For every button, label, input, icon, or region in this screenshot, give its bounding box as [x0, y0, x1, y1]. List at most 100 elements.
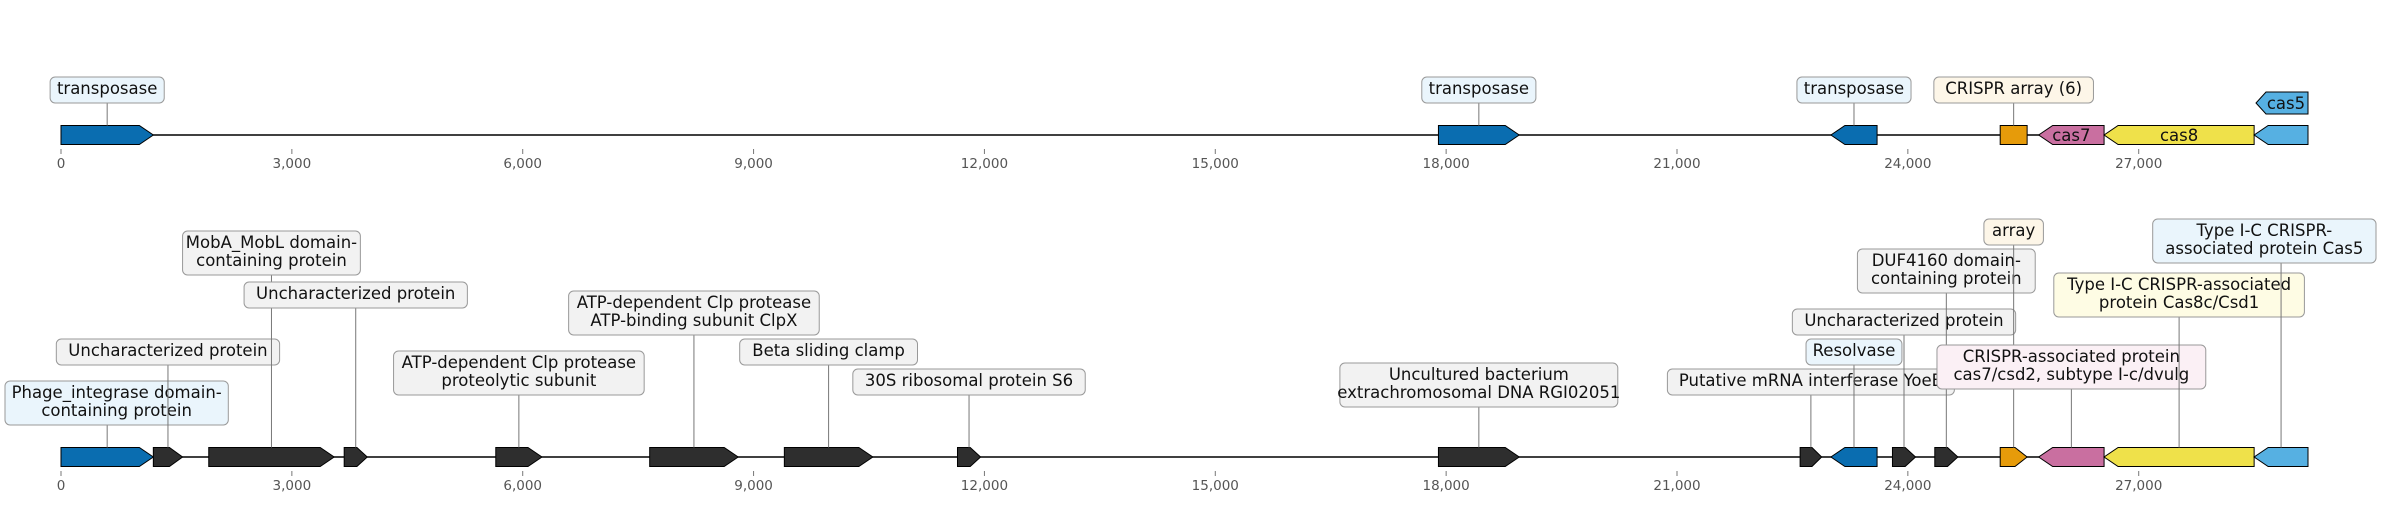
gene-feature[interactable]: [956, 447, 982, 467]
axis-tick-label: 9,000: [734, 156, 773, 172]
gene-feature[interactable]: [1830, 125, 1878, 145]
gene-label-text: containing protein: [196, 251, 347, 270]
axis-tick-label: 18,000: [1423, 156, 1470, 172]
gene-label-box: [1933, 76, 2094, 104]
gene-label-text: 30S ribosomal protein S6: [865, 371, 1073, 390]
gene-feature[interactable]: [152, 447, 184, 467]
gene-inline-label: cas7: [2052, 126, 2090, 145]
gene-label-box: [1339, 362, 1619, 408]
gene-label-box: [568, 290, 820, 336]
gene-label-box: [243, 281, 468, 309]
gene-label-text: Type I-C CRISPR-: [2195, 221, 2332, 240]
axis-tick-label: 12,000: [961, 156, 1008, 172]
gene-feature[interactable]: [2037, 447, 2105, 467]
gene-label-text: Phage_integrase domain-: [12, 383, 222, 403]
gene-label-box: [1856, 248, 2036, 294]
axis-tick-label: 27,000: [2115, 478, 2162, 494]
gene-label-text: Putative mRNA interferase YoeB: [1679, 371, 1943, 390]
gene-feature-flag: [2255, 91, 2309, 115]
gene-label-box: [49, 76, 165, 104]
axis-tick-label: 0: [57, 478, 66, 494]
gene-feature[interactable]: [60, 125, 155, 145]
gene-label-box: [2152, 218, 2377, 264]
gene-label-text: DUF4160 domain-: [1872, 251, 2021, 270]
axis-tick-label: 24,000: [1884, 156, 1931, 172]
gene-feature[interactable]: [343, 447, 369, 467]
gene-feature[interactable]: [2103, 447, 2255, 467]
gene-feature[interactable]: [1437, 447, 1521, 467]
gene-label-text: MobA_MobL domain-: [186, 233, 357, 253]
axis-tick-label: 9,000: [734, 478, 773, 494]
gene-label-text: transposase: [57, 79, 157, 98]
gene-label-text: cas7/csd2, subtype I-c/dvulg: [1953, 365, 2189, 384]
axis-tick-label: 0: [57, 156, 66, 172]
gene-label-text: Uncharacterized protein: [1804, 311, 2003, 330]
gene-label-box: [1805, 338, 1903, 366]
gene-label-text: Uncharacterized protein: [256, 284, 455, 303]
gene-label-box: [55, 338, 281, 366]
gene-label-text: array: [1992, 221, 2035, 240]
axis-tick-label: 15,000: [1192, 478, 1239, 494]
gene-track-bottom: 0 3,000 6,000 9,000 12,000 15,000 18,000 21,000…: [4, 218, 2377, 494]
axis-tick-label: 21,000: [1653, 478, 1700, 494]
gene-feature[interactable]: [1999, 447, 2028, 467]
gene-label-box: [2053, 272, 2305, 318]
gene-label-box: [852, 368, 1086, 396]
gene-label-text: ATP-dependent Clp protease: [402, 353, 636, 372]
gene-label-box: [1791, 308, 2017, 336]
gene-inline-label: cas8: [2160, 126, 2198, 145]
gene-label-box: [182, 230, 361, 276]
gene-feature[interactable]: [2037, 125, 2105, 145]
axis-tick-label: 3,000: [273, 156, 312, 172]
gene-label-text: containing protein: [1871, 269, 2022, 288]
gene-label-text: transposase: [1804, 79, 1904, 98]
gene-track-top: 0 3,000 6,000 9,000 12,000 15,000 18,000 21,000…: [49, 76, 2309, 172]
gene-label-text: CRISPR-associated protein: [1963, 347, 2180, 366]
gene-label-text: protein Cas8c/Csd1: [2099, 293, 2259, 312]
axis-tick-label: 6,000: [503, 156, 542, 172]
gene-label-box: [393, 350, 645, 396]
axis-tick-label: 21,000: [1653, 156, 1700, 172]
gene-label-box: [1796, 76, 1912, 104]
axis-tick-label: 15,000: [1192, 156, 1239, 172]
gene-inline-label: cas5: [2267, 94, 2305, 113]
gene-label-box: [1936, 344, 2207, 390]
gene-label-text: ATP-binding subunit ClpX: [590, 311, 797, 330]
gene-label-text: CRISPR array (6): [1945, 79, 2082, 98]
gene-feature[interactable]: [783, 447, 874, 467]
axis-tick-label: 6,000: [503, 478, 542, 494]
gene-label-box: [4, 380, 229, 426]
gene-label-box: [1421, 76, 1537, 104]
gene-label-text: ATP-dependent Clp protease: [577, 293, 811, 312]
gene-feature[interactable]: [1999, 125, 2028, 145]
axis-tick-label: 24,000: [1884, 478, 1931, 494]
gene-label-text: associated protein Cas5: [2165, 239, 2363, 258]
gene-feature[interactable]: [1799, 447, 1823, 467]
gene-label-text: containing protein: [41, 401, 192, 420]
gene-feature[interactable]: [649, 447, 740, 467]
axis-tick-label: 3,000: [273, 478, 312, 494]
axis-tick-label: 27,000: [2115, 156, 2162, 172]
gene-feature[interactable]: [1934, 447, 1959, 467]
gene-label-box: [739, 338, 918, 366]
gene-label-text: Uncharacterized protein: [68, 341, 267, 360]
gene-feature[interactable]: [1437, 125, 1521, 145]
axis-tick-label: 18,000: [1423, 478, 1470, 494]
gene-feature[interactable]: [2103, 125, 2255, 145]
gene-feature[interactable]: [1830, 447, 1878, 467]
gene-label-text: transposase: [1429, 79, 1529, 98]
gene-feature[interactable]: [2253, 125, 2309, 145]
gene-label-text: Resolvase: [1813, 341, 1896, 360]
gene-feature[interactable]: [1891, 447, 1917, 467]
axis-tick-label: 12,000: [961, 478, 1008, 494]
gene-feature[interactable]: [60, 447, 155, 467]
gene-feature[interactable]: [495, 447, 543, 467]
gene-feature[interactable]: [208, 447, 336, 467]
gene-label-box: [1983, 218, 2044, 246]
gene-label-text: Uncultured bacterium: [1389, 365, 1569, 384]
gene-label-text: Beta sliding clamp: [752, 341, 905, 360]
gene-feature[interactable]: [2253, 447, 2309, 467]
gene-label-text: Type I-C CRISPR-associated: [2066, 275, 2291, 294]
gene-label-text: proteolytic subunit: [441, 371, 596, 390]
